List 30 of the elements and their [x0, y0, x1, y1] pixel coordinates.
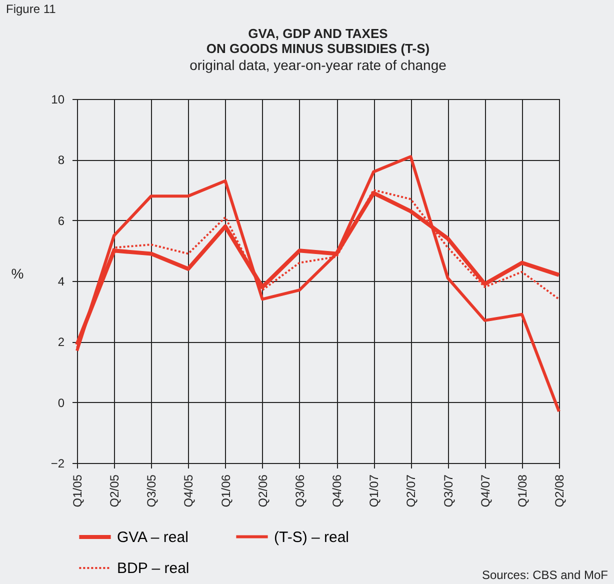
- chart-title: GVA, GDP AND TAXES ON GOODS MINUS SUBSIDIES (T-S): [206, 26, 430, 56]
- x-tick-label: Q1/07: [367, 474, 382, 508]
- x-tick-label: Q4/07: [478, 474, 492, 508]
- y-tick-label: 2: [58, 335, 65, 350]
- x-tick-label: Q1/05: [70, 474, 84, 508]
- y-tick-label: −2: [50, 456, 65, 470]
- x-tick-label: Q3/07: [441, 474, 456, 508]
- x-tick-label: Q1/08: [515, 474, 530, 508]
- legend-label: (T-S) – real: [274, 528, 350, 546]
- y-tick-label: 8: [58, 153, 65, 168]
- y-tick-label: 0: [58, 396, 65, 410]
- line-series: [76, 155, 560, 413]
- x-tick-label: Q2/08: [552, 474, 566, 508]
- x-tick-label: Q2/07: [404, 474, 418, 508]
- caption: Figure 11: [6, 2, 56, 16]
- y-axis-title: %: [11, 266, 24, 282]
- x-tick-label: Q4/06: [330, 474, 344, 508]
- x-tick-label: Q2/06: [256, 474, 270, 508]
- chart-subtitle: original data, year-on-year rate of change: [190, 57, 447, 73]
- source-note: Sources: CBS and MoF: [482, 568, 608, 582]
- x-tick-label: Q3/05: [144, 474, 159, 508]
- x-tick-label: Q4/05: [182, 474, 196, 508]
- legend-label: BDP – real: [117, 560, 190, 577]
- x-tick-label: Q1/06: [218, 474, 233, 508]
- y-tick-label: 6: [58, 214, 65, 228]
- x-tick-label: Q2/05: [108, 474, 122, 508]
- y-tick-label: 4: [58, 274, 65, 288]
- legend-label: GVA – real: [117, 529, 188, 546]
- x-tick-label: Q3/06: [292, 474, 307, 508]
- y-tick-label: 10: [51, 92, 65, 106]
